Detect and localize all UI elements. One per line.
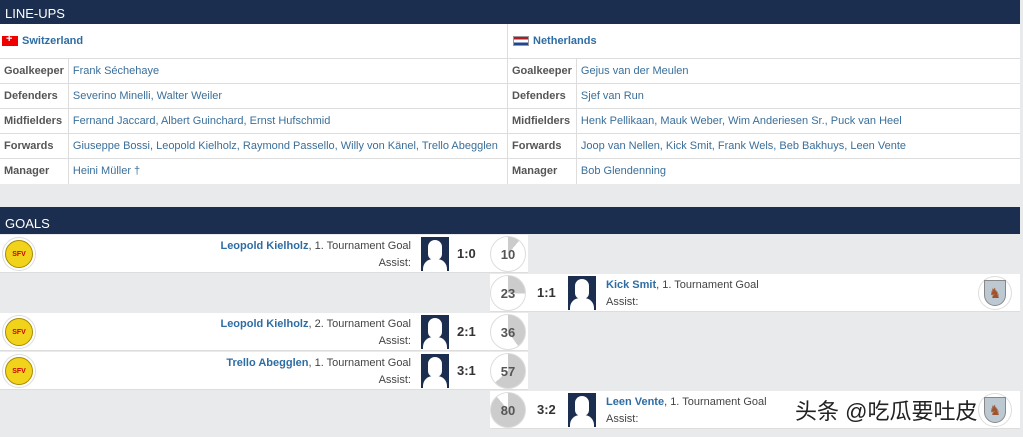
player-avatar-icon[interactable] <box>421 354 449 388</box>
switzerland-crest-icon: SFV <box>2 315 36 349</box>
scorer-link[interactable]: Leopold Kielholz <box>220 240 309 252</box>
lineup-row: Manager Heini Müller † <box>0 158 507 184</box>
scorer-link[interactable]: Leen Vente <box>606 396 665 408</box>
switzerland-crest-icon: SFV <box>2 354 36 388</box>
lineup-row: Forwards Joop van Nellen, Kick Smit, Fran… <box>508 133 1020 159</box>
switzerland-crest-icon: SFV <box>2 237 36 271</box>
goals-header: GOALS <box>0 207 1020 234</box>
lineups-panel: Switzerland Netherlands GoalkeeperFrank … <box>0 24 1020 184</box>
assist-label: Assist: <box>606 296 639 308</box>
goal-minute: 10 <box>500 246 516 262</box>
score: 1:1 <box>537 285 556 300</box>
position-label: Midfielders <box>0 108 69 134</box>
netherlands-flag-icon <box>513 36 529 46</box>
position-label: Goalkeeper <box>508 58 577 84</box>
players[interactable]: Severino Minelli, Walter Weiler <box>68 83 507 109</box>
minute-clock-icon: 80 <box>490 392 526 428</box>
player-avatar-icon[interactable] <box>568 276 596 310</box>
away-lineup-table: Goalkeeper Gejus van der Meulen Defenders S… <box>508 58 1020 184</box>
lineup-row: Manager Bob Glendenning <box>508 158 1020 184</box>
goal-row: 23 1:1 Kick Smit, 1. Tournament Goal Assis… <box>490 274 1020 312</box>
players[interactable]: Frank Séchehaye <box>68 58 507 84</box>
away-team-name[interactable]: Netherlands <box>533 35 597 47</box>
assist-label: Assist: <box>378 374 411 386</box>
lineups-header: LINE-UPS <box>0 0 1020 24</box>
score: 3:1 <box>457 363 476 378</box>
lineup-row: Goalkeeper Frank Séchehaye <box>0 58 507 84</box>
home-lineup-table: Goalkeeper Frank Séchehaye Defenders Severi… <box>0 58 507 184</box>
goal-minute: 80 <box>500 402 516 418</box>
goal-minute: 36 <box>500 324 516 340</box>
players[interactable]: Heini Müller † <box>68 158 507 184</box>
lineup-row: Midfielders Fernand Jaccard, Albert Guinc… <box>0 108 507 134</box>
home-team[interactable]: Switzerland <box>2 24 83 58</box>
goal-row: SFV Leopold Kielholz, 1. Tournament Goal… <box>0 235 528 273</box>
position-label: Defenders <box>0 83 69 109</box>
goal-note: , 1. Tournament Goal <box>308 240 411 252</box>
player-avatar-icon[interactable] <box>421 315 449 349</box>
players[interactable]: Fernand Jaccard, Albert Guinchard, Ernst… <box>68 108 507 134</box>
goal-note: , 2. Tournament Goal <box>308 318 411 330</box>
goal-note: , 1. Tournament Goal <box>656 279 759 291</box>
player-avatar-icon[interactable] <box>421 237 449 271</box>
scorer-link[interactable]: Leopold Kielholz <box>220 318 309 330</box>
scorer-link[interactable]: Trello Abegglen <box>226 357 309 369</box>
position-label: Forwards <box>0 133 69 159</box>
goal-minute: 23 <box>500 285 516 301</box>
scorer-link[interactable]: Kick Smit <box>606 279 657 291</box>
switzerland-flag-icon <box>2 33 18 46</box>
divider <box>507 24 508 184</box>
assist-label: Assist: <box>378 335 411 347</box>
player-avatar-icon[interactable] <box>568 393 596 427</box>
score: 2:1 <box>457 324 476 339</box>
goal-minute: 57 <box>500 363 516 379</box>
position-label: Goalkeeper <box>0 58 69 84</box>
lineup-row: Goalkeeper Gejus van der Meulen <box>508 58 1020 84</box>
minute-clock-icon: 23 <box>490 275 526 311</box>
watermark: 头条 @吃瓜要吐皮 <box>795 399 978 424</box>
netherlands-crest-icon: ♞ <box>978 276 1012 310</box>
away-team[interactable]: Netherlands <box>513 24 597 58</box>
home-team-name[interactable]: Switzerland <box>22 35 84 47</box>
score: 3:2 <box>537 402 556 417</box>
minute-clock-icon: 36 <box>490 314 526 350</box>
minute-clock-icon: 10 <box>490 236 526 272</box>
minute-clock-icon: 57 <box>490 353 526 389</box>
position-label: Forwards <box>508 133 577 159</box>
assist-label: Assist: <box>378 257 411 269</box>
position-label: Midfielders <box>508 108 577 134</box>
players[interactable]: Giuseppe Bossi, Leopold Kielholz, Raymon… <box>68 133 507 159</box>
lineup-row: Midfielders Henk Pellikaan, Mauk Weber, W… <box>508 108 1020 134</box>
goal-note: , 1. Tournament Goal <box>308 357 411 369</box>
players[interactable]: Henk Pellikaan, Mauk Weber, Wim Anderies… <box>576 108 1020 134</box>
assist-label: Assist: <box>606 413 639 425</box>
lineup-row: Forwards Giuseppe Bossi, Leopold Kielholz… <box>0 133 507 159</box>
lineup-row: Defenders Sjef van Run <box>508 83 1020 109</box>
goal-note: , 1. Tournament Goal <box>664 396 767 408</box>
position-label: Manager <box>508 158 577 184</box>
score: 1:0 <box>457 246 476 261</box>
position-label: Defenders <box>508 83 577 109</box>
position-label: Manager <box>0 158 69 184</box>
goal-row: SFV Trello Abegglen, 1. Tournament Goal A… <box>0 352 528 390</box>
players[interactable]: Bob Glendenning <box>576 158 1020 184</box>
players[interactable]: Joop van Nellen, Kick Smit, Frank Wels, … <box>576 133 1020 159</box>
players[interactable]: Sjef van Run <box>576 83 1020 109</box>
players[interactable]: Gejus van der Meulen <box>576 58 1020 84</box>
netherlands-crest-icon: ♞ <box>978 393 1012 427</box>
goal-row: SFV Leopold Kielholz, 2. Tournament Goal… <box>0 313 528 351</box>
lineup-row: Defenders Severino Minelli, Walter Weiler <box>0 83 507 109</box>
goal-row: 80 3:2 Leen Vente, 1. Tournament Goal Assi… <box>490 391 1020 429</box>
